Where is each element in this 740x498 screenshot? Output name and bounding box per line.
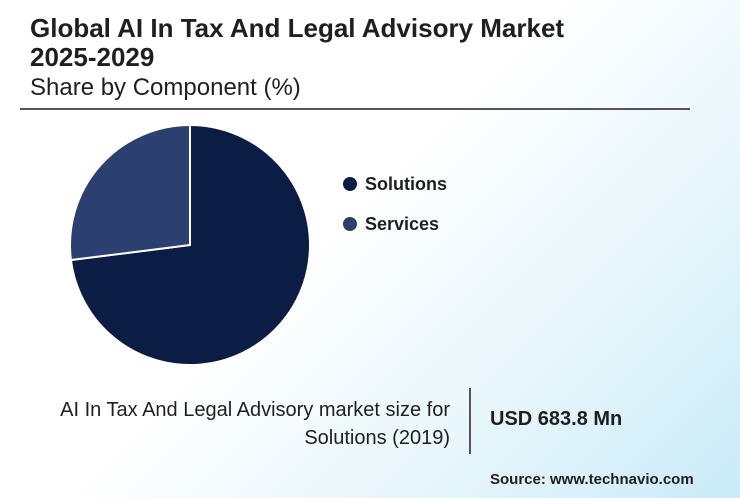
market-size-value: USD 683.8 Mn [490,408,623,430]
legend-item-services: Services [343,214,447,234]
legend-swatch-services [343,217,357,231]
pie-chart [69,123,311,366]
legend-label-solutions: Solutions [365,173,447,194]
legend-item-solutions: Solutions [343,174,447,194]
footer-divider [469,388,471,454]
chart-title-line-1: Global AI In Tax And Legal Advisory Mark… [30,13,565,43]
pie-slice-services [69,123,191,262]
legend-label-services: Services [365,213,440,234]
market-size-caption: AI In Tax And Legal Advisory market size… [10,396,450,452]
chart-legend: Solutions Services [343,174,447,254]
source-credit: Source: www.technavio.com [490,471,694,488]
chart-subtitle: Share by Component (%) [30,74,301,101]
chart-title: Global AI In Tax And Legal Advisory Mark… [30,14,670,72]
chart-title-line-2: 2025-2029 [30,42,155,72]
caption-line-2: Solutions (2019) [304,427,450,449]
legend-swatch-solutions [343,177,357,191]
header-divider [20,108,690,110]
caption-line-1: AI In Tax And Legal Advisory market size… [60,399,450,421]
